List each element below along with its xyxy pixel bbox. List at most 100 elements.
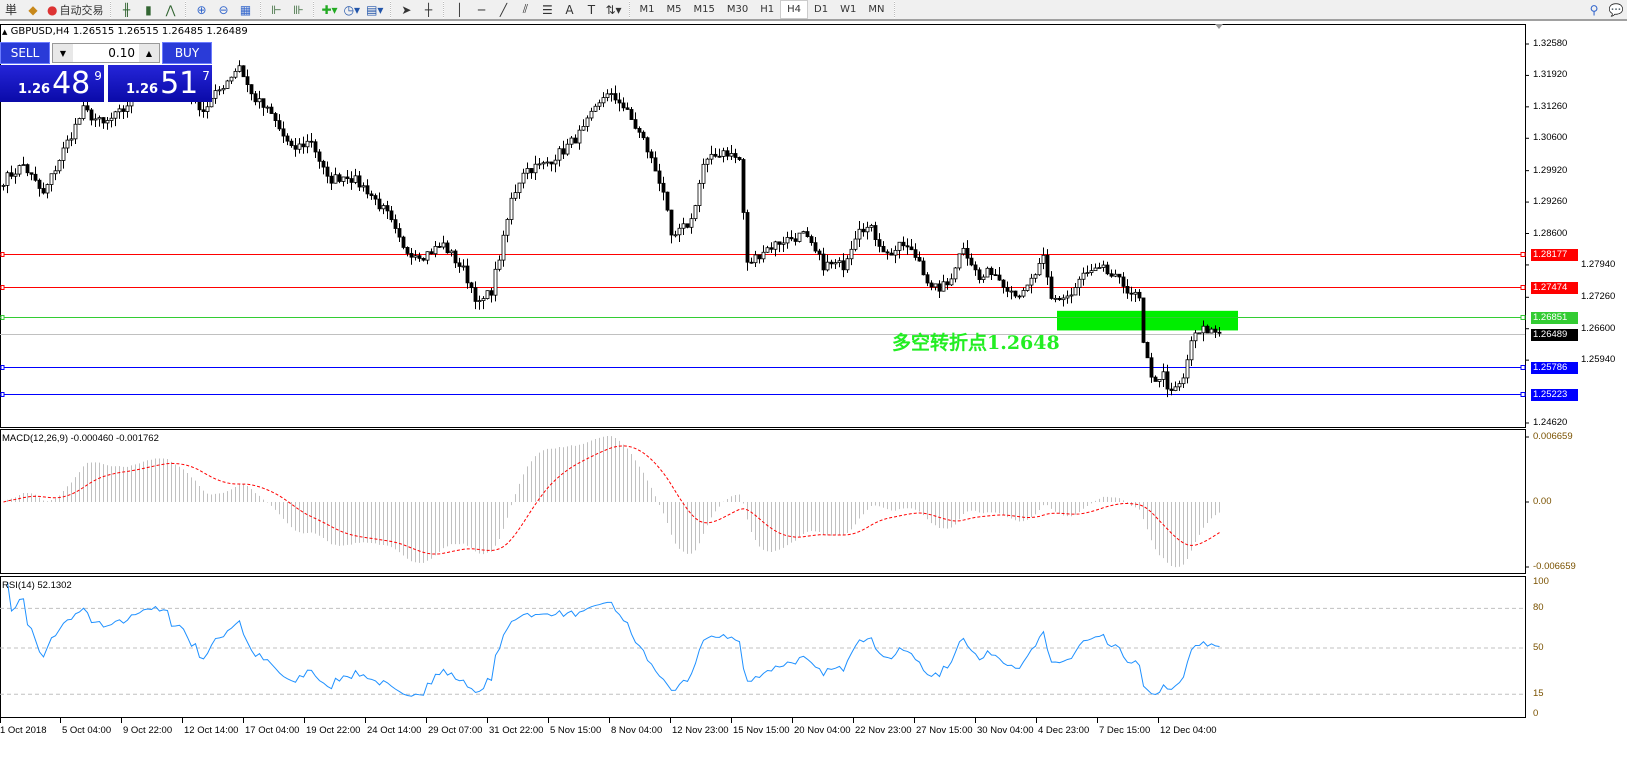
buy-price[interactable]: 1.26 51 7 — [108, 65, 212, 102]
timeframe-h1[interactable]: H1 — [760, 4, 775, 15]
candle-body — [669, 209, 674, 236]
arrows-icon[interactable]: ⇅▾ — [605, 2, 622, 17]
pivot-annotation: 多空转折点1.2648 — [892, 332, 1060, 354]
auto-trading-button[interactable]: ● 自动交易 — [44, 0, 106, 19]
buy-price-prefix: 1.26 — [126, 82, 159, 97]
level-handle — [0, 392, 5, 397]
sell-price[interactable]: 1.26 48 9 — [0, 65, 104, 102]
timeframe-d1[interactable]: D1 — [814, 4, 829, 15]
chart-shift-marker-icon — [1215, 24, 1223, 29]
text-label-icon[interactable]: T — [587, 2, 596, 17]
candle-body — [549, 161, 554, 165]
horizontal-line-icon[interactable]: ─ — [477, 2, 486, 17]
candle-body — [713, 153, 718, 157]
candle-body — [1149, 357, 1154, 378]
candle-body — [661, 182, 666, 193]
cursor-icon[interactable]: ➤ — [401, 2, 412, 17]
level-handle — [0, 252, 5, 257]
book-icon[interactable]: ◆ — [28, 2, 38, 17]
line-chart-icon[interactable]: ⋀ — [165, 2, 176, 17]
candle-body — [497, 259, 502, 270]
autoscroll-icon[interactable]: ⊪ — [293, 2, 304, 17]
timeframe-mn[interactable]: MN — [868, 4, 885, 15]
fibonacci-icon[interactable]: ☰ — [542, 2, 553, 17]
candle-body — [665, 191, 670, 211]
candle-body — [237, 65, 242, 72]
candle-body — [1017, 295, 1022, 298]
search-icon[interactable]: ⚲ — [1589, 2, 1599, 17]
vertical-line-icon[interactable]: │ — [455, 2, 464, 17]
timeframe-h4[interactable]: H4 — [780, 0, 809, 19]
candle-body — [97, 117, 102, 120]
candlestick-icon[interactable]: ▮ — [145, 2, 152, 17]
decrease-lot-icon[interactable]: ▼ — [53, 44, 73, 62]
level-price-label: 1.25223 — [1531, 388, 1578, 401]
candle-body — [1181, 377, 1186, 385]
candle-body — [973, 264, 978, 271]
chart-shift-icon[interactable]: ⊩ — [271, 2, 282, 17]
candle-body — [17, 165, 22, 175]
lot-size-field[interactable]: ▼ 0.10 ▲ — [52, 43, 160, 63]
candle-body — [457, 262, 462, 267]
candle-body — [369, 193, 374, 196]
candle-body — [1049, 276, 1054, 299]
bar-chart-icon[interactable]: ╫ — [122, 2, 131, 17]
zoom-in-icon[interactable]: ⊕ — [196, 2, 207, 17]
candle-body — [449, 250, 454, 254]
candle-body — [1161, 371, 1166, 380]
sell-button[interactable]: SELL — [0, 42, 50, 64]
timeframe-m5[interactable]: M5 — [666, 4, 682, 15]
crosshair-icon[interactable]: ┼ — [424, 2, 433, 17]
candle-body — [121, 108, 126, 112]
candle-body — [877, 239, 882, 247]
candle-body — [349, 178, 354, 183]
text-icon[interactable]: A — [565, 2, 574, 17]
timeframe-m15[interactable]: M15 — [693, 4, 715, 15]
candle-body — [305, 140, 310, 148]
timeframe-m1[interactable]: M1 — [639, 4, 655, 15]
candle-body — [969, 257, 974, 266]
candle-body — [913, 249, 918, 258]
candle-body — [557, 148, 562, 161]
candle-body — [541, 162, 546, 165]
increase-lot-icon[interactable]: ▲ — [139, 44, 159, 62]
timeframe-m30[interactable]: M30 — [726, 4, 749, 15]
tile-windows-icon[interactable]: ▦ — [239, 2, 252, 17]
sell-price-prefix: 1.26 — [18, 82, 51, 97]
candle-body — [473, 287, 478, 302]
level-handle — [0, 285, 5, 290]
zoom-out-icon[interactable]: ⊖ — [218, 2, 229, 17]
trendline-icon[interactable]: ╱ — [499, 2, 508, 17]
candle-body — [297, 143, 302, 150]
date-tick-label: 15 Nov 15:00 — [733, 725, 790, 736]
candle-body — [1209, 328, 1214, 334]
lot-size-value[interactable]: 0.10 — [108, 46, 135, 60]
candle-body — [617, 99, 622, 104]
candle-body — [61, 147, 66, 161]
candle-body — [789, 237, 794, 240]
price-tick-label: 1.30600 — [1533, 132, 1568, 144]
templates-icon[interactable]: ▤▾ — [366, 2, 384, 17]
new-indicator-icon[interactable]: ✚▾ — [321, 2, 338, 17]
level-handle — [1520, 252, 1526, 257]
candle-body — [277, 120, 282, 130]
timeframe-w1[interactable]: W1 — [840, 4, 857, 15]
candle-body — [1165, 371, 1170, 390]
channel-icon[interactable]: ⫽ — [522, 2, 529, 16]
candle-body — [637, 128, 642, 133]
candle-body — [365, 185, 370, 195]
buy-button[interactable]: BUY — [162, 42, 212, 64]
candle-body — [849, 248, 854, 260]
candle-body — [1197, 332, 1202, 335]
candle-body — [1141, 297, 1146, 343]
level-handle — [1520, 365, 1526, 370]
level-price-label: 1.26851 — [1531, 311, 1578, 324]
candle-body — [489, 290, 494, 296]
periods-icon[interactable]: ◷▾ — [343, 2, 361, 17]
candle-body — [897, 241, 902, 251]
macd-tick-label: 0.00 — [1533, 496, 1552, 507]
candle-body — [917, 257, 922, 262]
candle-body — [1053, 297, 1058, 300]
chat-icon[interactable]: 💬 — [1608, 2, 1624, 17]
